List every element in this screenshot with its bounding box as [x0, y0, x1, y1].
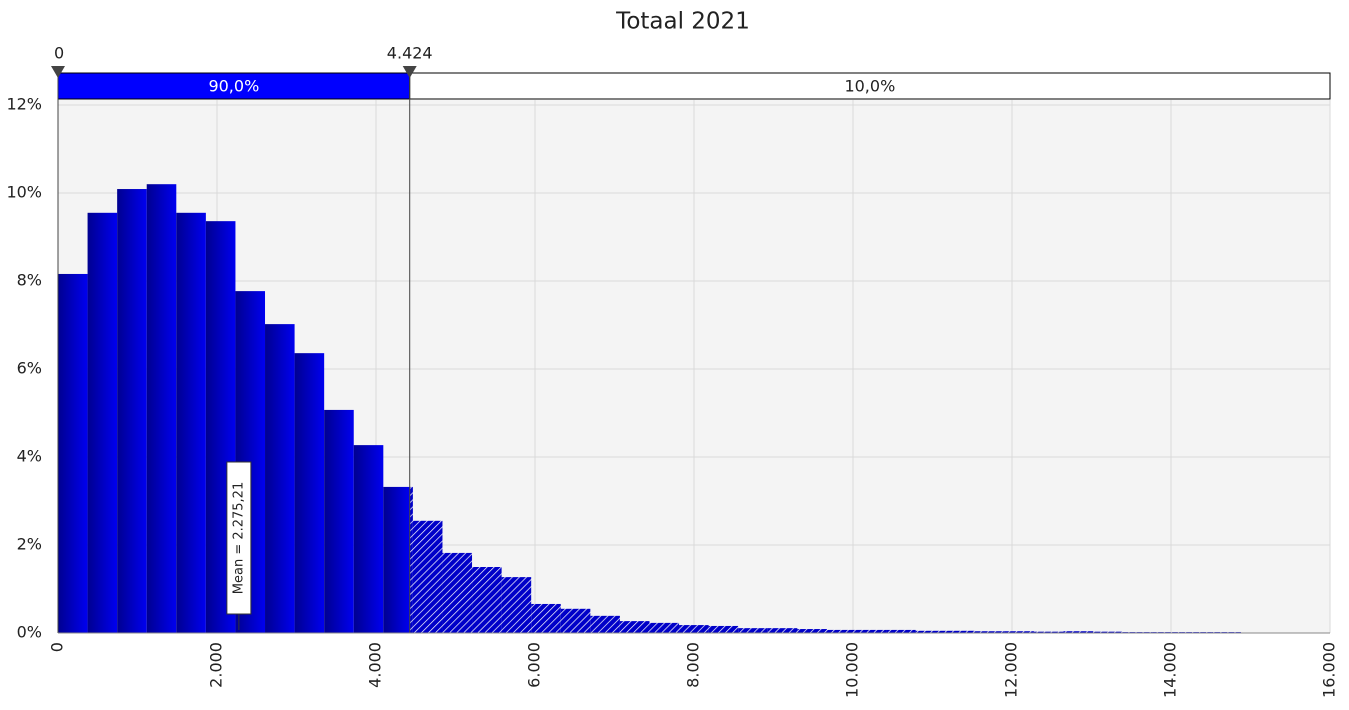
delimiter-label: 0 — [54, 44, 64, 63]
bar — [58, 273, 88, 633]
x-tick-label: 0 — [48, 642, 67, 652]
bar — [412, 520, 443, 633]
bar — [117, 189, 147, 634]
bar — [1033, 631, 1064, 633]
bar — [1004, 631, 1034, 633]
x-tick-label: 8.000 — [684, 642, 703, 688]
bar — [797, 629, 827, 633]
delimiter-handle — [51, 66, 65, 78]
bar — [738, 628, 768, 633]
bar — [886, 629, 916, 633]
y-tick-label: 8% — [17, 271, 42, 290]
bar — [767, 628, 798, 633]
region-label: 10,0% — [844, 77, 895, 96]
x-tick-label: 10.000 — [843, 642, 862, 698]
x-tick-label: 6.000 — [525, 642, 544, 688]
bar — [501, 577, 532, 633]
y-tick-label: 10% — [6, 183, 42, 202]
y-tick-label: 12% — [6, 95, 42, 114]
chart-title: Totaal 2021 — [615, 9, 750, 35]
bar — [1093, 631, 1123, 633]
bar — [265, 324, 295, 633]
bar — [856, 629, 887, 633]
bar — [442, 552, 473, 633]
bar — [1063, 631, 1094, 633]
bar — [945, 630, 975, 633]
bar — [708, 625, 739, 633]
mean-box — [226, 461, 252, 615]
region-bar — [409, 72, 1331, 100]
bar — [87, 212, 118, 634]
x-tick-label: 4.000 — [366, 642, 385, 688]
bar — [383, 486, 410, 633]
bar — [619, 621, 650, 633]
y-tick-label: 6% — [17, 359, 42, 378]
bar — [409, 486, 413, 633]
bar — [649, 622, 680, 633]
delimiter-label: 4.424 — [387, 44, 433, 63]
bar — [146, 184, 177, 633]
delimiter-handle — [402, 66, 417, 78]
x-tick-label: 16.000 — [1320, 642, 1339, 698]
mean-label: Mean = 2.275,21 — [231, 482, 246, 594]
bar — [590, 615, 620, 633]
y-tick-label: 2% — [17, 535, 42, 554]
bar — [176, 212, 206, 634]
bar — [560, 608, 591, 633]
x-tick-label: 2.000 — [207, 642, 226, 688]
x-tick-label: 14.000 — [1161, 642, 1180, 698]
bar — [915, 630, 946, 633]
bar — [974, 631, 1005, 633]
bar — [353, 445, 384, 633]
bar — [826, 629, 857, 633]
y-tick-label: 0% — [17, 623, 42, 642]
bar — [294, 353, 325, 633]
region-label: 90,0% — [208, 77, 259, 96]
x-tick-label: 12.000 — [1002, 642, 1021, 698]
y-tick-label: 4% — [17, 447, 42, 466]
bar — [324, 409, 354, 633]
bar — [679, 625, 709, 633]
bar — [531, 603, 561, 633]
bar — [472, 567, 502, 633]
